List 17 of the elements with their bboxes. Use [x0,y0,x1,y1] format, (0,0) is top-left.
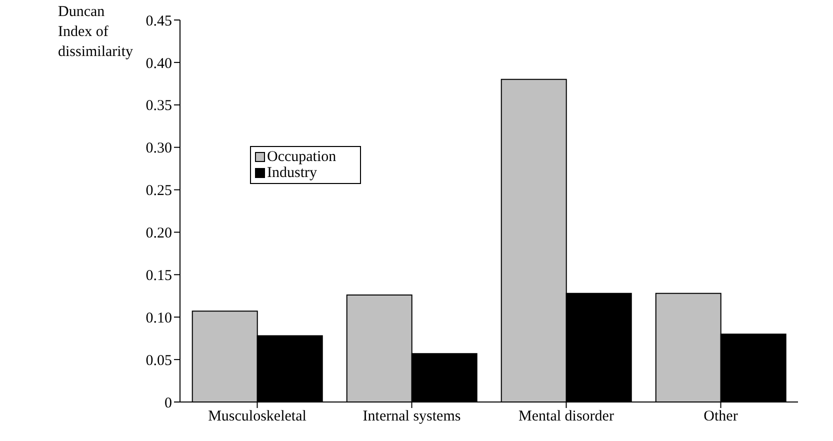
y-axis-title: Duncan Index of dissimilarity [58,3,134,62]
x-tick-label: Internal systems [362,408,461,425]
y-tick-label: 0.05 [146,352,172,369]
x-tick-label: Musculoskeletal [208,408,306,425]
x-tick-label: Other [704,408,738,425]
y-tick-label: 0.45 [146,13,172,30]
legend-label: Occupation [267,149,336,165]
y-tick-label: 0.10 [146,310,172,326]
y-tick-label: 0 [164,395,172,412]
y-tick-label: 0.25 [146,183,172,200]
x-tick-label: Mental disorder [518,408,614,425]
y-tick-label: 0.40 [146,56,172,72]
y-tick-label: 0.30 [146,140,172,157]
legend-label: Industry [267,165,317,181]
y-tick-label: 0.20 [146,226,172,242]
y-tick-label: 0.35 [146,98,172,114]
y-tick-label: 0.15 [146,268,172,284]
